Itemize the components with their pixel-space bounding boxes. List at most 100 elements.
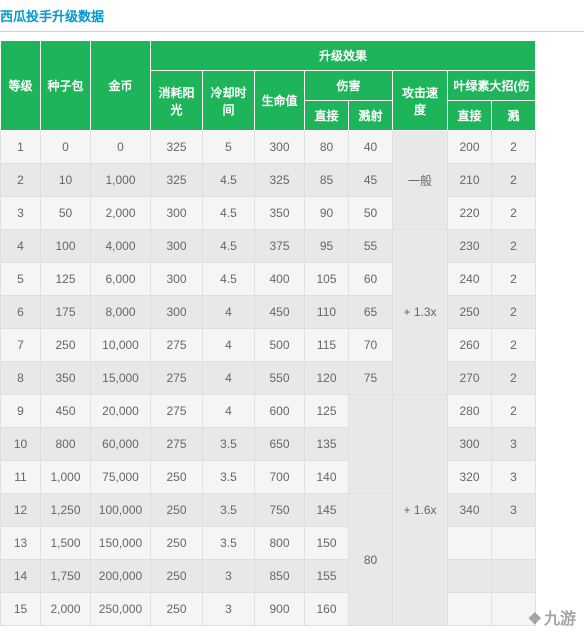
cell-chloro-splash [492, 527, 536, 560]
cell-damage-direct: 85 [305, 164, 349, 197]
cell-cooldown: 4 [203, 395, 255, 428]
table-row: 152,000250,0002503900160 [1, 593, 536, 626]
cell-chloro-direct: 230 [448, 230, 492, 263]
cell-seed: 1,250 [41, 494, 91, 527]
cell-damage-direct: 145 [305, 494, 349, 527]
cell-damage-splash: 60 [349, 263, 393, 296]
cell-chloro-splash [492, 593, 536, 626]
cell-gold: 20,000 [91, 395, 151, 428]
cell-cooldown: 3 [203, 593, 255, 626]
cell-level: 9 [1, 395, 41, 428]
cell-chloro-direct: 260 [448, 329, 492, 362]
cell-chloro-splash: 2 [492, 395, 536, 428]
cell-seed: 250 [41, 329, 91, 362]
cell-hp: 300 [255, 131, 305, 164]
cell-level: 3 [1, 197, 41, 230]
cell-hp: 600 [255, 395, 305, 428]
th-direct: 直接 [305, 101, 349, 131]
cell-chloro-splash: 2 [492, 197, 536, 230]
cell-damage-direct: 160 [305, 593, 349, 626]
th-direct2: 直接 [448, 101, 492, 131]
table-container: 等级 种子包 金币 升级效果 消耗阳光 冷却时间 生命值 伤害 攻击速度 叶绿素… [0, 40, 584, 626]
cell-gold: 1,000 [91, 164, 151, 197]
cell-cooldown: 4 [203, 329, 255, 362]
th-hp: 生命值 [255, 71, 305, 131]
cell-seed: 0 [41, 131, 91, 164]
cell-sun: 250 [151, 527, 203, 560]
cell-hp: 900 [255, 593, 305, 626]
table-row: 121,250100,0002503.5750145803403 [1, 494, 536, 527]
cell-damage-splash: 45 [349, 164, 393, 197]
cell-hp: 350 [255, 197, 305, 230]
th-atkspeed: 攻击速度 [393, 71, 448, 131]
cell-hp: 800 [255, 527, 305, 560]
cell-level: 1 [1, 131, 41, 164]
cell-cooldown: 3.5 [203, 428, 255, 461]
cell-chloro-splash: 2 [492, 263, 536, 296]
cell-damage-splash: 50 [349, 197, 393, 230]
cell-sun: 275 [151, 329, 203, 362]
cell-gold: 0 [91, 131, 151, 164]
table-row: 2101,0003254.532585452102 [1, 164, 536, 197]
th-seed: 种子包 [41, 41, 91, 131]
cell-cooldown: 4.5 [203, 263, 255, 296]
cell-sun: 250 [151, 560, 203, 593]
cell-damage-splash: 65 [349, 296, 393, 329]
th-cooldown: 冷却时间 [203, 71, 255, 131]
cell-level: 12 [1, 494, 41, 527]
cell-damage-direct: 150 [305, 527, 349, 560]
cell-damage-splash: 55 [349, 230, 393, 263]
th-sun: 消耗阳光 [151, 71, 203, 131]
cell-cooldown: 5 [203, 131, 255, 164]
cell-gold: 10,000 [91, 329, 151, 362]
cell-gold: 60,000 [91, 428, 151, 461]
cell-gold: 15,000 [91, 362, 151, 395]
table-body: 10032553008040一般20022101,0003254.5325854… [1, 131, 536, 626]
cell-atkspeed: + 1.6x [393, 395, 448, 626]
cell-damage-direct: 120 [305, 362, 349, 395]
table-row: 10032553008040一般2002 [1, 131, 536, 164]
table-row: 51256,0003004.5400105602402 [1, 263, 536, 296]
cell-damage-direct: 105 [305, 263, 349, 296]
cell-damage-direct: 140 [305, 461, 349, 494]
cell-sun: 250 [151, 461, 203, 494]
cell-level: 10 [1, 428, 41, 461]
cell-cooldown: 3.5 [203, 494, 255, 527]
cell-sun: 250 [151, 494, 203, 527]
th-effects: 升级效果 [151, 41, 536, 71]
cell-level: 15 [1, 593, 41, 626]
table-row: 1080060,0002753.56501353003 [1, 428, 536, 461]
cell-hp: 325 [255, 164, 305, 197]
cell-chloro-direct: 220 [448, 197, 492, 230]
cell-chloro-direct [448, 527, 492, 560]
cell-gold: 75,000 [91, 461, 151, 494]
cell-damage-splash: 70 [349, 329, 393, 362]
cell-hp: 550 [255, 362, 305, 395]
cell-chloro-direct: 240 [448, 263, 492, 296]
cell-cooldown: 3 [203, 560, 255, 593]
cell-chloro-splash: 2 [492, 164, 536, 197]
cell-cooldown: 3.5 [203, 527, 255, 560]
cell-gold: 2,000 [91, 197, 151, 230]
page-title: 西瓜投手升级数据 [0, 0, 584, 32]
cell-level: 14 [1, 560, 41, 593]
table-row: 61758,0003004450110652502 [1, 296, 536, 329]
cell-seed: 1,000 [41, 461, 91, 494]
cell-atkspeed: + 1.3x [393, 230, 448, 395]
cell-chloro-splash: 2 [492, 230, 536, 263]
cell-gold: 250,000 [91, 593, 151, 626]
th-gold: 金币 [91, 41, 151, 131]
cell-atkspeed: 一般 [393, 131, 448, 230]
cell-chloro-direct [448, 560, 492, 593]
cell-sun: 300 [151, 230, 203, 263]
cell-chloro-splash: 2 [492, 329, 536, 362]
cell-level: 5 [1, 263, 41, 296]
cell-hp: 750 [255, 494, 305, 527]
cell-level: 6 [1, 296, 41, 329]
th-splash2: 溅 [492, 101, 536, 131]
cell-hp: 450 [255, 296, 305, 329]
cell-hp: 650 [255, 428, 305, 461]
cell-hp: 700 [255, 461, 305, 494]
cell-level: 4 [1, 230, 41, 263]
cell-cooldown: 3.5 [203, 461, 255, 494]
